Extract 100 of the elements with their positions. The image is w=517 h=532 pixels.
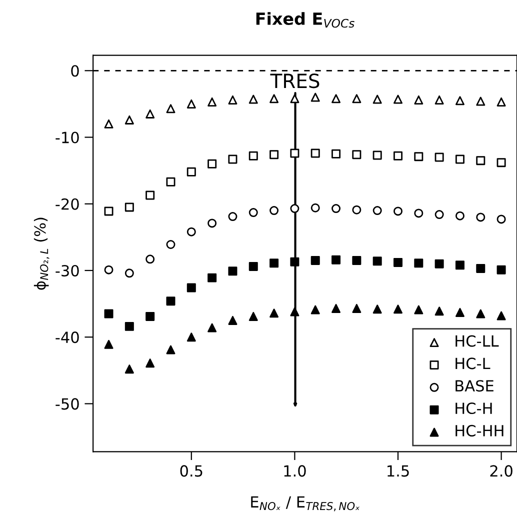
point (414, 258, 424, 268)
point (290, 94, 300, 104)
point (414, 152, 424, 162)
y-tick-label: -30 (56, 264, 79, 277)
point (104, 340, 114, 349)
point (228, 95, 238, 104)
point (124, 268, 134, 278)
point (352, 304, 362, 313)
point (228, 266, 238, 276)
point (186, 227, 196, 236)
point (394, 94, 402, 104)
point (332, 304, 341, 313)
point (352, 94, 362, 104)
point (414, 95, 424, 104)
point (186, 167, 196, 176)
point (455, 211, 464, 220)
point (372, 256, 382, 266)
point (248, 94, 258, 104)
point (332, 255, 341, 264)
point (146, 254, 155, 264)
point (270, 308, 279, 318)
point (104, 265, 114, 274)
point (434, 95, 444, 104)
y-tick-label: 0 (71, 65, 79, 77)
point (166, 345, 176, 354)
point (496, 265, 506, 274)
point (332, 204, 341, 214)
legend-label: HC-H (456, 402, 492, 414)
point (186, 332, 196, 342)
y-tick-label: -20 (56, 198, 79, 210)
point (124, 322, 134, 331)
point (270, 94, 279, 104)
point (270, 258, 279, 268)
point (166, 296, 176, 306)
point (455, 260, 464, 270)
point (270, 206, 279, 216)
point (166, 104, 176, 114)
point (496, 158, 506, 168)
point (434, 306, 444, 316)
point (476, 156, 486, 166)
point (146, 109, 155, 118)
point (124, 364, 134, 374)
point (248, 262, 258, 271)
point (434, 152, 444, 162)
point (394, 151, 402, 160)
x-axis-title: E$_{NOₓ}$ / E$_{TRES,NOₓ}$ (251, 496, 360, 512)
point (290, 257, 300, 266)
point (248, 151, 258, 160)
point (186, 283, 196, 292)
point (414, 208, 424, 218)
point (208, 97, 217, 106)
point (332, 94, 341, 104)
point (332, 149, 341, 158)
point (166, 240, 176, 250)
x-tick-label: 1.5 (388, 465, 409, 477)
point (228, 154, 238, 164)
point (352, 256, 362, 265)
legend-label: BASE (456, 380, 494, 392)
point (496, 311, 506, 320)
point (124, 202, 134, 212)
point (146, 312, 155, 321)
point (496, 97, 506, 106)
x-tick-label: 2.0 (490, 465, 512, 477)
point (476, 264, 486, 273)
point (124, 115, 134, 124)
point (290, 204, 300, 214)
point (248, 312, 258, 321)
point (394, 304, 402, 314)
point (270, 150, 279, 160)
point (104, 206, 114, 216)
x-tick-label: 0.5 (180, 465, 202, 477)
point (146, 358, 155, 368)
point (372, 94, 382, 104)
point (476, 212, 486, 222)
point (104, 309, 114, 318)
point (248, 208, 258, 218)
point (414, 305, 424, 314)
point (310, 92, 320, 102)
point (394, 206, 402, 216)
point (455, 96, 464, 106)
x-tick-label: 1.0 (284, 465, 306, 477)
point (208, 323, 217, 332)
point (186, 99, 196, 108)
point (476, 309, 486, 318)
y-tick-label: -40 (56, 332, 79, 344)
point (372, 304, 382, 314)
point (228, 316, 238, 325)
point (290, 148, 300, 158)
point (455, 154, 464, 164)
point (372, 150, 382, 160)
legend-label: HC-LL (456, 335, 499, 347)
point (104, 119, 114, 128)
point (228, 212, 238, 222)
point (166, 177, 176, 186)
point (352, 150, 362, 160)
point (394, 258, 402, 267)
point (208, 273, 217, 282)
point (455, 308, 464, 317)
legend-label: HC-HH (456, 424, 504, 436)
annotation: TRES (270, 74, 320, 88)
